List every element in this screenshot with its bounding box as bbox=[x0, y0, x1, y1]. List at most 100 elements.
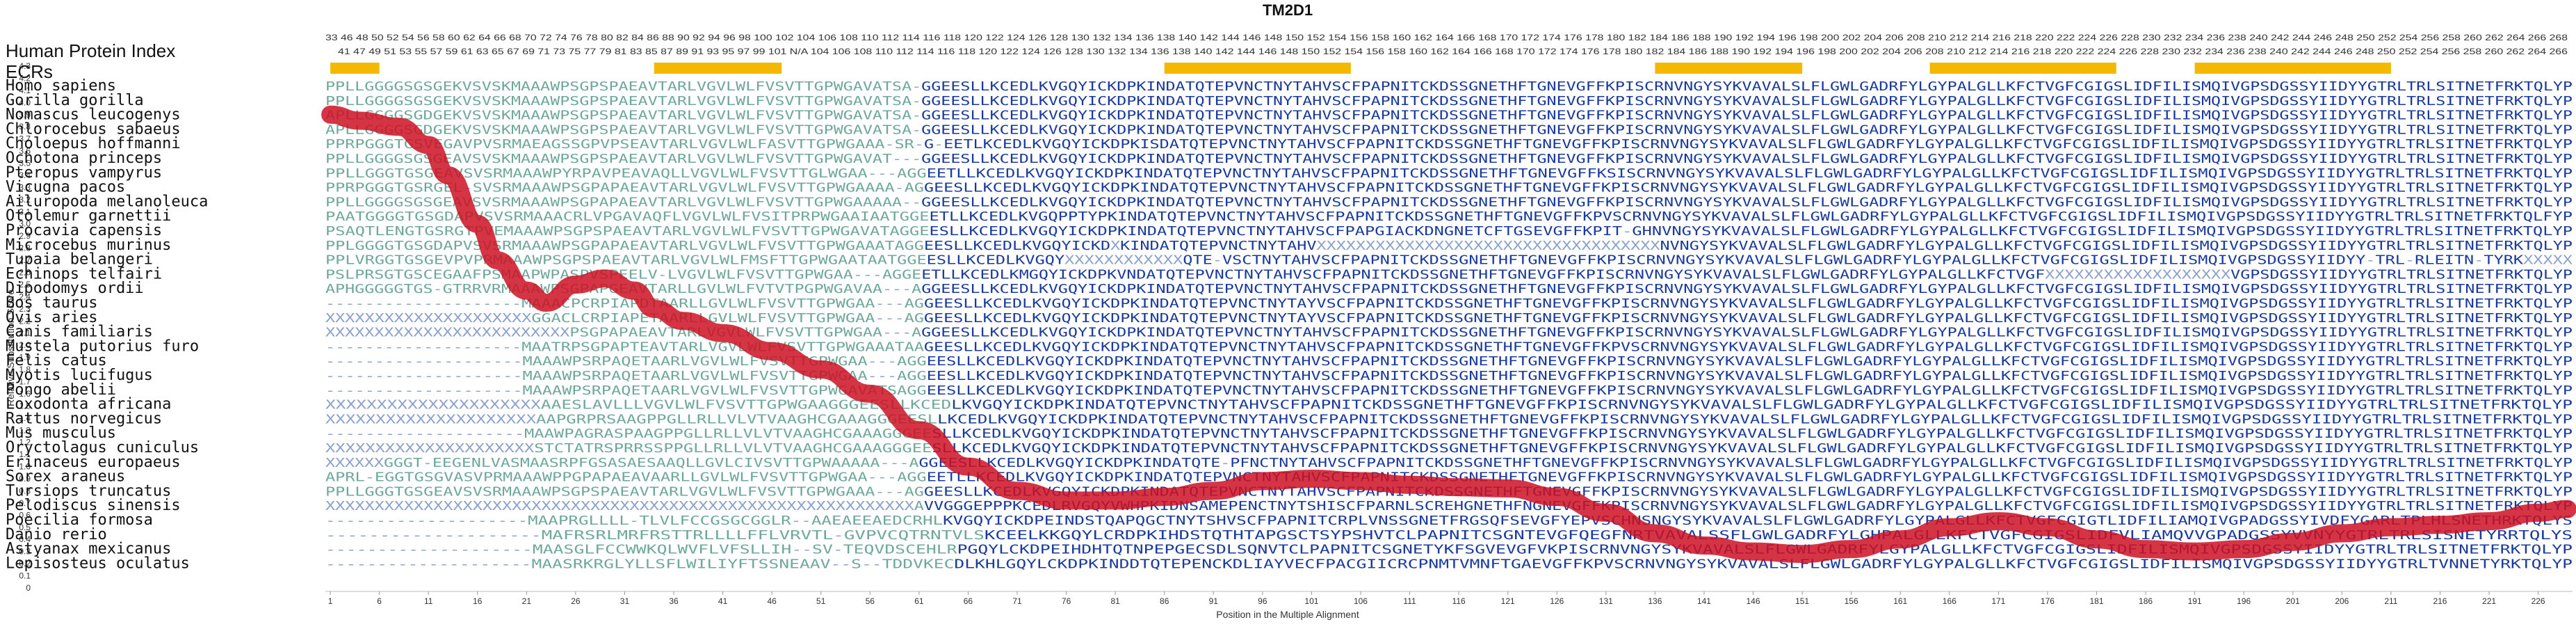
sequence: PPRPGGGTGSVEGAVPVSRMAEAGSSGPVPSEAVTARLVG… bbox=[325, 137, 2573, 152]
sequence: -------------------- MAAPRGLLLL - TLVLFCCGS… bbox=[325, 513, 2573, 528]
sequence: XXXXXX GGGT - EEGENLVASMAASRPFGSASAESAAQLLG… bbox=[325, 456, 2573, 470]
x-tick-label: 101 bbox=[1304, 596, 1318, 606]
x-tick-label: 71 bbox=[1012, 596, 1022, 606]
x-tick-label: 136 bbox=[1648, 596, 1662, 606]
alignment-row: Nomascus leucogenys APLLGGGGSGDGEKVSVSKMA… bbox=[6, 106, 2573, 124]
x-axis-label: Position in the Multiple Alignment bbox=[1216, 609, 1359, 620]
x-tick-label: 111 bbox=[1403, 596, 1416, 606]
y-tick-label: 3.4 bbox=[19, 170, 31, 180]
y-tick-label: 1.1 bbox=[19, 449, 31, 459]
x-tick-label: 81 bbox=[1110, 596, 1120, 606]
species-name: Bos taurus bbox=[6, 294, 97, 312]
sequence: -------------------- MAAACPCRPIAPDTAARLLG… bbox=[325, 296, 2573, 311]
alignment-row: Mustela putorius furo -------------------… bbox=[6, 337, 2573, 355]
alignment-row: Procavia capensis PSAQTLENGTGSRGTPVEMAAAW… bbox=[6, 222, 2573, 239]
y-tick-label: 3.3 bbox=[19, 182, 31, 192]
y-tick-label: 3.8 bbox=[19, 122, 31, 132]
sequence: APLLGGGGSGDGEKVSVSKMAAAWPSGPSPAEAVTARLVG… bbox=[325, 109, 2573, 123]
y-tick-label: 1.2 bbox=[19, 438, 31, 447]
x-tick-label: 196 bbox=[2237, 596, 2251, 606]
alignment-row: Tupaia belangeri PPLVRGGTGSGEVPVPRMAAAWPS… bbox=[6, 251, 2573, 269]
x-tick-label: 226 bbox=[2532, 596, 2545, 606]
sequence: PPLGGGGTGSGDAPVSVSRMAAAWPSGPAPAEAVTARLVG… bbox=[325, 239, 2573, 253]
chart-title: TM2D1 bbox=[1263, 1, 1313, 19]
y-tick-label: 2.2 bbox=[19, 316, 31, 326]
alignment-row: Myotis lucifugus -------------------- MAAA… bbox=[6, 367, 2573, 384]
x-tick-label: 21 bbox=[522, 596, 532, 606]
y-tick-label: 4.0 bbox=[19, 97, 31, 107]
y-tick-label: 0.1 bbox=[19, 571, 31, 581]
species-name: Gorilla gorilla bbox=[6, 92, 144, 109]
x-tick-label: 91 bbox=[1209, 596, 1219, 606]
species-name: Ovis aries bbox=[6, 309, 97, 326]
species-name: Erinaceus europaeus bbox=[6, 454, 181, 471]
alignment-row: Ochotona princeps PPLLGGGGSGSGEAVSVSKMAAA… bbox=[6, 150, 2573, 167]
sequence: -------------------- MAATRPSGPAPTEAVTARLV… bbox=[325, 340, 2573, 354]
y-tick-label: 1.3 bbox=[19, 425, 31, 435]
species-name: Ochotona princeps bbox=[6, 150, 162, 167]
alignment-row: Dipodomys ordii APHGGGGGTGS - GTRRVRMAAAWPS… bbox=[6, 280, 2573, 297]
x-tick-label: 211 bbox=[2384, 596, 2397, 606]
x-tick-label: 61 bbox=[914, 596, 924, 606]
species-name: Microcebus murinus bbox=[6, 237, 171, 254]
y-tick-label: 0 bbox=[26, 583, 31, 593]
y-tick-label: 3.7 bbox=[19, 134, 31, 144]
species-name: Tursiops truncatus bbox=[6, 482, 171, 500]
substitution-curve bbox=[321, 105, 2576, 564]
y-tick-label: 3.5 bbox=[19, 159, 31, 168]
x-tick-label: 201 bbox=[2286, 596, 2300, 606]
sequence: PPLLGGGGSGSGEKVSVSKMAAAWPSGPSPAEAVTARLVG… bbox=[325, 79, 2573, 94]
y-tick-label: 2.8 bbox=[19, 244, 31, 253]
species-name: Procavia capensis bbox=[6, 222, 162, 239]
species-name: Choloepus hoffmanni bbox=[6, 135, 181, 152]
y-tick-label: 2.4 bbox=[19, 292, 31, 301]
x-tick-label: 121 bbox=[1501, 596, 1515, 606]
human-protein-index-label: Human Protein Index bbox=[6, 40, 175, 61]
y-tick-label: 1.8 bbox=[19, 365, 31, 374]
x-axis-ticks: 1 6 11 16 21 26 31 36 41 46 51 56 61 66 71 76 81 86 91 96 10… bbox=[328, 591, 2545, 606]
ecr-bar bbox=[2194, 63, 2391, 74]
species-name: Dipodomys ordii bbox=[6, 280, 144, 297]
y-tick-label: 3.9 bbox=[19, 110, 31, 120]
x-tick-label: 206 bbox=[2335, 596, 2349, 606]
sequence: XXXXXXXXXXXXXXXXXXXXX AAPGRPRSAAGPPGLLRLL… bbox=[325, 412, 2573, 427]
sequence: XXXXXXXXXXXXXXXXXXXXX STCTATRSPRRSSPPGLLR… bbox=[325, 441, 2573, 456]
y-tick-label: 0.3 bbox=[19, 547, 31, 557]
substitution-curve-line bbox=[321, 105, 2576, 564]
x-tick-label: 46 bbox=[767, 596, 777, 606]
y-tick-label: 1.6 bbox=[19, 389, 31, 399]
alignment-row: Rattus norvegicus XXXXXXXXXXXXXXXXXXXXX AA… bbox=[6, 410, 2573, 427]
y-axis-ticks: 0 0.1 0.2 0.3 0.4 0.5 0.6 0.7 0.8 0.9 1.0 1.1 1.2 1.3… bbox=[19, 61, 31, 593]
alignment-row: Microcebus murinus PPLGGGGTGSGDAPVSVSRMAA… bbox=[6, 237, 2573, 254]
species-name: Loxodonta africana bbox=[6, 396, 171, 413]
human-index-row-1: 33 46 48 50 52 54 56 58 60 62 64 66 68 7… bbox=[325, 33, 2568, 42]
ecr-bar bbox=[1929, 63, 2116, 74]
species-name: Canis familiaris bbox=[6, 324, 153, 341]
y-tick-label: 1.9 bbox=[19, 353, 31, 363]
alignment-row: Poecilia formosa -------------------- MAAP… bbox=[6, 511, 2573, 529]
x-tick-label: 181 bbox=[2089, 596, 2103, 606]
x-tick-label: 26 bbox=[571, 596, 581, 606]
x-tick-label: 161 bbox=[1893, 596, 1907, 606]
y-tick-label: 3.2 bbox=[19, 195, 31, 205]
alignment-row: Pongo abelii -------------------- MAAAWPSR… bbox=[6, 381, 2573, 399]
alignment-row: Lepisosteus oculatus --------------------… bbox=[6, 555, 2573, 572]
y-tick-label: 2.7 bbox=[19, 255, 31, 265]
alignment-row: Danio rerio -------------------- MAFRSRLMR… bbox=[6, 526, 2573, 543]
species-name: Rattus norvegicus bbox=[6, 410, 162, 427]
human-index-row-2: 41 47 49 51 53 55 57 59 61 63 65 67 69 7… bbox=[338, 47, 2568, 56]
alignment-row: Canis familiaris XXXXXXXXXXXXXXXXXXXXXXXX… bbox=[6, 324, 2573, 341]
species-name: Otolemur garnettii bbox=[6, 207, 171, 225]
species-name: Homo sapiens bbox=[6, 77, 116, 95]
y-tick-label: 3.6 bbox=[19, 146, 31, 156]
x-tick-label: 31 bbox=[620, 596, 630, 606]
sequence: PPLVRGGTGSGEVPVPRMAAAWPSGPSPAEAVTARLVGVL… bbox=[325, 253, 2573, 268]
sequence: PSLPRSGTGSCEGAAFPSMAAPWPASPVSPEELV - LVGVL… bbox=[325, 267, 2573, 282]
ecr-bar bbox=[1655, 63, 1803, 74]
alignment-row: Echinops telfairi PSLPRSGTGSCEGAAFPSMAAPW… bbox=[6, 265, 2573, 282]
ecr-bar bbox=[1164, 63, 1351, 74]
sequence: -------------------- MAASRKRGLYLLSFLWILIY… bbox=[325, 557, 2573, 571]
